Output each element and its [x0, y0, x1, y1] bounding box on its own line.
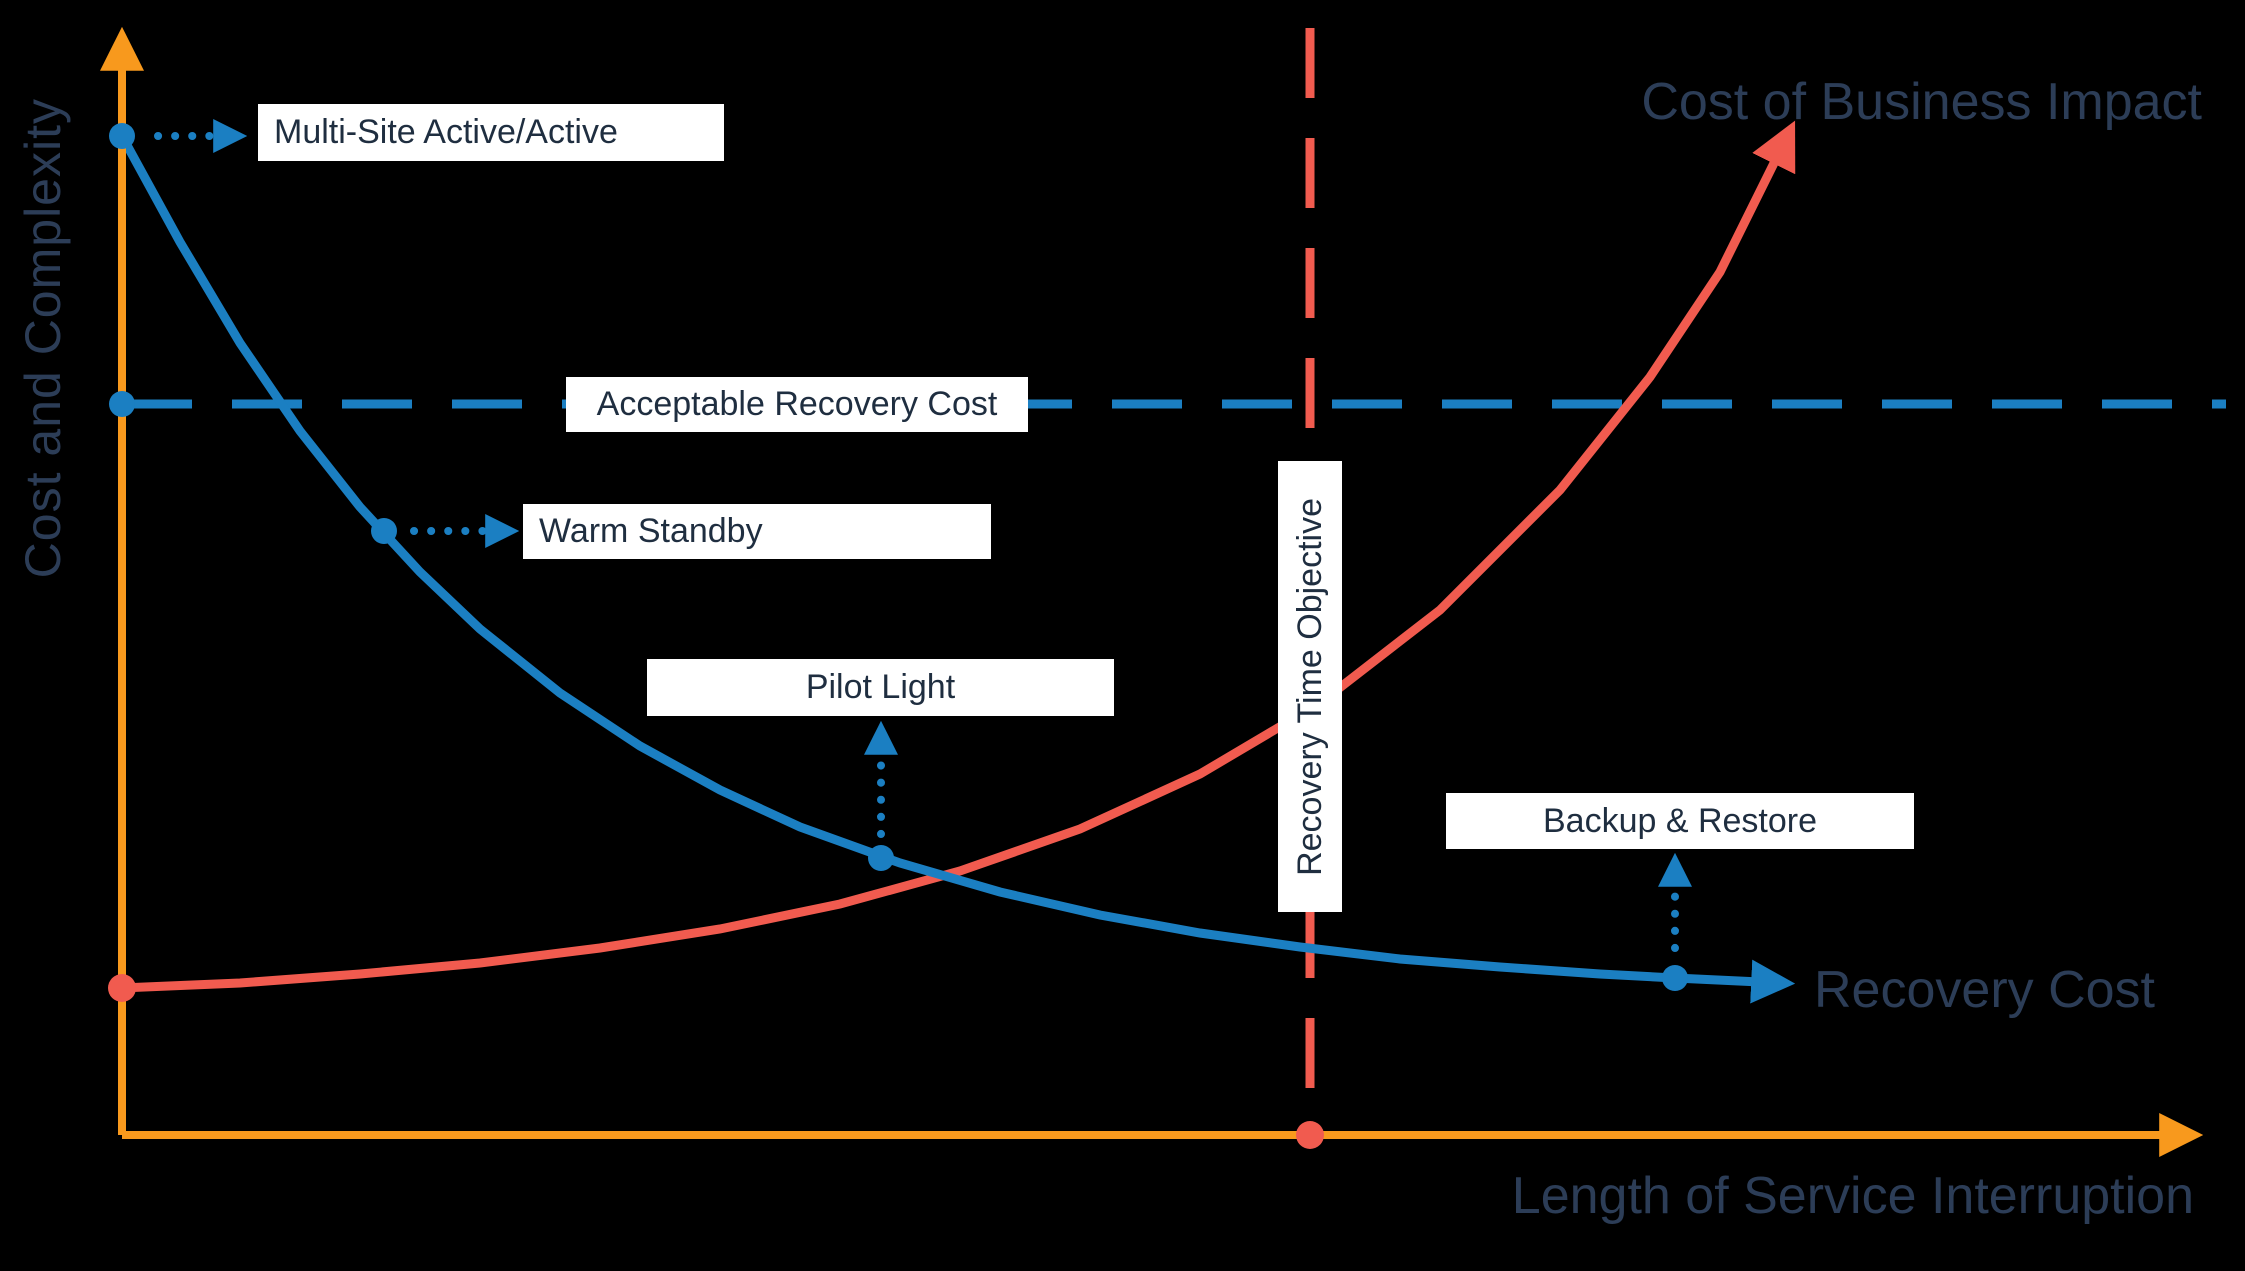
warm-standby-point — [371, 518, 397, 544]
recovery-cost-curve — [118, 133, 1796, 1004]
business-impact-start-point — [108, 974, 136, 1002]
warm-standby-label: Warm Standby — [523, 504, 991, 559]
multi-site-label: Multi-Site Active/Active — [258, 104, 724, 161]
acceptable-recovery-cost-label: Acceptable Recovery Cost — [566, 377, 1028, 432]
y-axis-title: Cost and Complexity — [14, 58, 72, 618]
recovery-cost-curve-title: Recovery Cost — [1814, 961, 2155, 1019]
recovery-time-objective-text: Recovery Time Objective — [1290, 497, 1329, 876]
recovery-time-objective-label: Recovery Time Objective — [1278, 461, 1342, 912]
acceptable-cost-axis-point — [109, 391, 135, 417]
x-axis-title: Length of Service Interruption — [1511, 1167, 2194, 1225]
backup-restore-point — [1662, 965, 1688, 991]
pilot-light-label: Pilot Light — [647, 659, 1114, 716]
business-impact-curve-title: Cost of Business Impact — [1641, 73, 2202, 131]
y-axis-title-text: Cost and Complexity — [15, 97, 71, 579]
cost-of-business-impact-curve — [121, 120, 1796, 993]
multi-site-point — [109, 123, 135, 149]
rto-axis-point — [1296, 1121, 1324, 1149]
pilot-light-point — [868, 845, 894, 871]
backup-restore-label: Backup & Restore — [1446, 793, 1914, 849]
